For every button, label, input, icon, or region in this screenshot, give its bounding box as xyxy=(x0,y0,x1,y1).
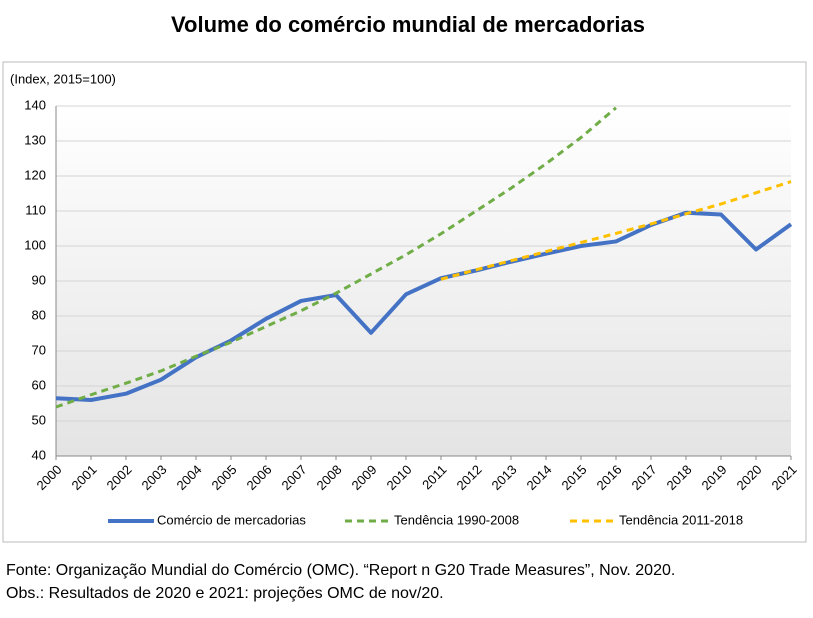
y-tick-label: 120 xyxy=(24,167,46,182)
x-tick-label: 2013 xyxy=(488,462,519,493)
x-tick-label: 2020 xyxy=(733,462,764,493)
x-tick-label: 2015 xyxy=(558,462,589,493)
x-tick-label: 2016 xyxy=(593,462,624,493)
y-tick-label: 100 xyxy=(24,237,46,252)
x-tick-label: 2002 xyxy=(103,462,134,493)
chart: Volume do comércio mundial de mercadoria… xyxy=(2,12,807,543)
series-line xyxy=(55,106,617,409)
x-tick-label: 2010 xyxy=(383,462,414,493)
legend-label: Tendência 2011-2018 xyxy=(619,512,743,527)
y-tick-label: 80 xyxy=(32,307,46,322)
x-tick-label: 2003 xyxy=(138,462,169,493)
x-tick-label: 2008 xyxy=(313,462,344,493)
y-tick-label: 70 xyxy=(32,342,46,357)
x-tick-label: 2001 xyxy=(68,462,99,493)
x-tick-label: 2021 xyxy=(768,462,799,493)
chart-frame xyxy=(2,61,807,543)
series-line xyxy=(440,180,792,281)
legend-label: Comércio de mercadorias xyxy=(157,512,306,527)
y-tick-label: 130 xyxy=(24,132,46,147)
y-tick-label: 50 xyxy=(32,412,46,427)
x-tick-label: 2019 xyxy=(698,462,729,493)
x-tick-label: 2000 xyxy=(33,462,64,493)
x-tick-label: 2006 xyxy=(243,462,274,493)
legend-label: Tendência 1990-2008 xyxy=(394,512,519,527)
x-tick-label: 2004 xyxy=(173,462,204,493)
x-tick-label: 2009 xyxy=(348,462,379,493)
chart-title: Volume do comércio mundial de mercadoria… xyxy=(171,12,645,37)
footnote: Obs.: Resultados de 2020 e 2021: projeçõ… xyxy=(6,585,444,602)
series-line xyxy=(55,210,793,402)
x-tick-label: 2014 xyxy=(523,462,554,493)
y-tick-label: 60 xyxy=(32,377,46,392)
y-tick-label: 140 xyxy=(24,97,46,112)
y-tick-label: 90 xyxy=(32,272,46,287)
x-tick-label: 2011 xyxy=(419,462,449,492)
y-tick-label: 40 xyxy=(32,447,46,462)
x-tick-label: 2012 xyxy=(453,462,484,493)
x-tick-label: 2005 xyxy=(208,462,239,493)
x-tick-label: 2018 xyxy=(663,462,694,493)
y-axis-label: (Index, 2015=100) xyxy=(10,71,116,86)
x-tick-label: 2017 xyxy=(628,462,659,493)
x-tick-label: 2007 xyxy=(278,462,309,493)
footnote: Fonte: Organização Mundial do Comércio (… xyxy=(6,562,676,579)
y-tick-label: 110 xyxy=(25,202,46,217)
